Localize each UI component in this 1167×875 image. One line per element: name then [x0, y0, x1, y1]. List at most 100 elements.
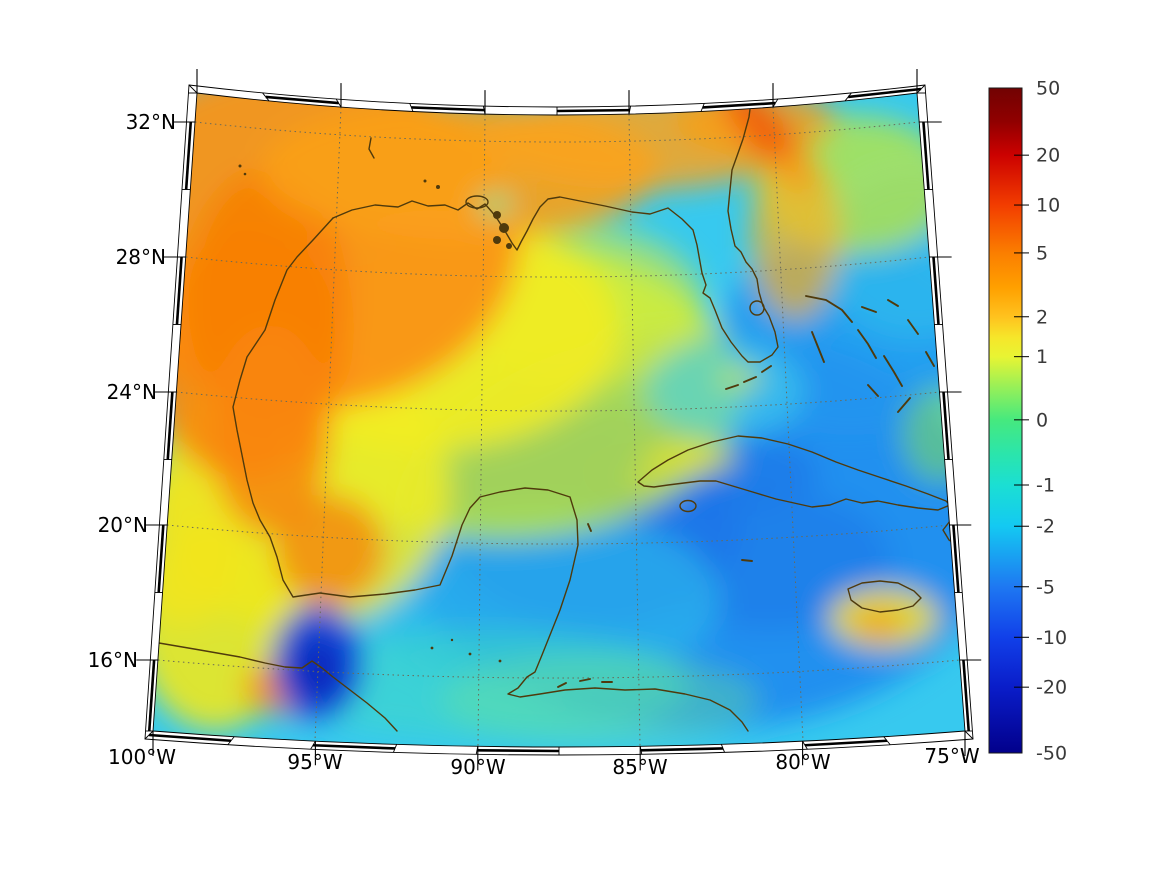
lat-label-32n: 32°N [126, 110, 176, 134]
field-blob [750, 150, 840, 320]
frame-black-cell [147, 659, 156, 732]
coastline-texas-gulfcoast-florida-atlantic [332, 93, 779, 363]
field-blob [645, 340, 805, 440]
colorbar-tick-label: 50 [1036, 78, 1060, 100]
mississippi-delta-marsh [493, 211, 501, 219]
map-frame [136, 69, 982, 771]
mississippi-delta-marsh [506, 243, 512, 249]
field-blob [210, 325, 330, 535]
axis-labels: 32°N 28°N 24°N 20°N 16°N 100°W 95°W 90°W… [88, 110, 980, 779]
lat-label-16n: 16°N [88, 648, 138, 672]
meridian-95w [314, 106, 342, 742]
coastline-jamaica [847, 580, 922, 613]
frame-divider [964, 730, 974, 740]
colorbar-tick-label: -1 [1036, 475, 1055, 497]
mississippi-delta-marsh [493, 236, 501, 244]
coastline-cuba [637, 435, 951, 511]
frame-black-cell [702, 101, 776, 109]
frame-black-cell [556, 108, 630, 113]
frame-black-cell [166, 391, 174, 460]
land-speck [243, 172, 247, 176]
frame-black-cell [148, 733, 232, 743]
colorbar-tick-label: -20 [1036, 677, 1067, 699]
frame-black-cell [411, 106, 485, 112]
colorbar-tick-label: -5 [1036, 576, 1055, 598]
land-speck [498, 659, 502, 663]
colorbar-tick-label: 10 [1036, 195, 1060, 217]
colorbar-tick-label: 0 [1036, 409, 1048, 431]
louisiana-inland-lake [436, 185, 440, 189]
anomaly-field-blobs [153, 93, 965, 745]
florida-keys-islands [725, 365, 772, 390]
frame-black-cell [312, 743, 396, 750]
lon-label-100w: 100°W [108, 745, 176, 769]
colorbar-gradient-bar [988, 87, 1023, 754]
frame-black-cell [922, 121, 930, 190]
lat-label-20n: 20°N [98, 513, 148, 537]
land-speck [450, 638, 454, 642]
lake-okeechobee [749, 300, 765, 316]
frame-black-cell [476, 749, 560, 753]
field-blob [718, 366, 762, 390]
colorbar-tick-label: 2 [1036, 306, 1048, 328]
frame-black-cell [942, 391, 950, 460]
frame-black-cell [265, 95, 339, 105]
frame-black-cell [848, 87, 922, 99]
lat-label-24n: 24°N [107, 380, 157, 404]
parallel-20n [166, 524, 951, 545]
lon-label-90w: 90°W [450, 755, 505, 779]
land-speck [430, 646, 434, 650]
field-blob [853, 611, 903, 639]
lake-pontchartrain [465, 195, 489, 209]
frame-black-cell [175, 256, 183, 325]
bay-islands-honduras [557, 678, 613, 688]
frame-black-cell [804, 739, 888, 747]
coastline-pacific-tehuantepec [158, 642, 398, 732]
mississippi-delta-marsh [499, 223, 509, 233]
colorbar-tick-label: 5 [1036, 242, 1048, 264]
frame-black-cell [932, 256, 940, 325]
colorbar-tick-label: 1 [1036, 346, 1048, 368]
field-blob [440, 655, 760, 745]
colorbar-tick-label: -50 [1036, 743, 1067, 765]
frame-black-cell [640, 747, 724, 752]
frame-black-cell [184, 121, 193, 190]
frame-black-cell [157, 524, 165, 593]
isla-juventud [679, 499, 697, 513]
meridian-90w [477, 113, 486, 747]
anomaly-color-field [153, 93, 965, 747]
field-blob [294, 638, 342, 702]
lon-label-85w: 85°W [612, 755, 667, 779]
texas-inland-river-mark [368, 137, 375, 159]
colorbar-ticks [1014, 154, 1029, 688]
lon-label-80w: 80°W [775, 750, 830, 774]
meridian-85w [628, 113, 641, 747]
colorbar-tick-label: 20 [1036, 145, 1060, 167]
parallel-16n [157, 659, 961, 679]
bahamas-islands [805, 295, 935, 413]
frame-black-cell [962, 659, 971, 732]
land-speck [238, 164, 242, 168]
colorbar-tick-label: -2 [1036, 516, 1055, 538]
lat-label-28n: 28°N [116, 245, 166, 269]
lon-label-95w: 95°W [287, 750, 342, 774]
field-blob [275, 495, 385, 605]
lon-label-75w: 75°W [924, 744, 979, 768]
meridian-80w [772, 106, 804, 742]
cozumel-island [587, 523, 592, 532]
field-blob [645, 442, 735, 474]
land-speck [468, 652, 472, 656]
parallel-28n [185, 256, 930, 278]
field-blob [632, 471, 664, 489]
parallel-24n [175, 391, 941, 412]
graticule [157, 106, 961, 747]
cayman-island [741, 559, 753, 562]
coastlines [158, 93, 965, 732]
louisiana-inland-lake [423, 179, 427, 183]
frame-black-cell [952, 524, 960, 593]
frame-divider [188, 84, 198, 94]
